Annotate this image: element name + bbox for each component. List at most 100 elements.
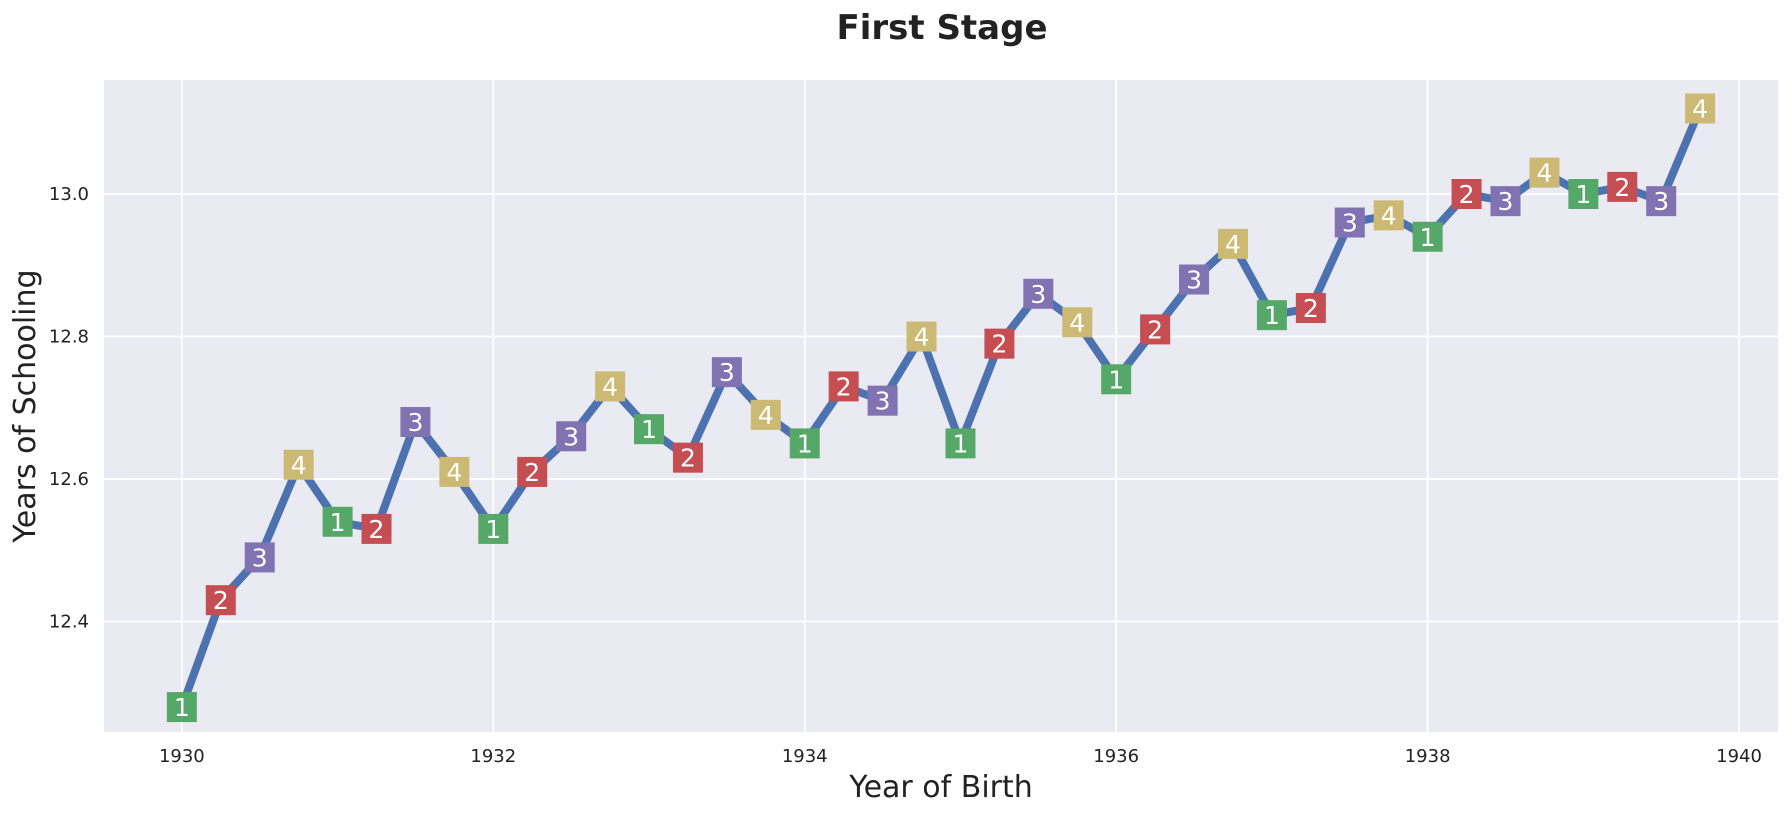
data-point-marker: 1 bbox=[166, 692, 197, 723]
y-tick-label: 12.8 bbox=[49, 327, 89, 348]
marker-box bbox=[283, 449, 314, 480]
data-point-marker: 1 bbox=[789, 428, 820, 459]
marker-box bbox=[750, 399, 781, 430]
marker-box bbox=[789, 428, 820, 459]
marker-label: 2 bbox=[524, 458, 540, 487]
marker-box bbox=[244, 542, 275, 573]
marker-box bbox=[1607, 171, 1638, 202]
marker-label: 2 bbox=[836, 372, 852, 401]
marker-box bbox=[945, 428, 976, 459]
marker-box bbox=[1451, 179, 1482, 210]
marker-box bbox=[595, 371, 626, 402]
marker-label: 3 bbox=[1653, 187, 1669, 216]
data-point-marker: 2 bbox=[1140, 314, 1171, 345]
marker-box bbox=[1256, 300, 1287, 331]
marker-box bbox=[1217, 228, 1248, 259]
data-point-marker: 4 bbox=[1062, 307, 1093, 338]
data-point-marker: 2 bbox=[1607, 171, 1638, 202]
data-line-layer bbox=[178, 106, 1704, 709]
marker-label: 2 bbox=[1614, 173, 1630, 202]
marker-label: 2 bbox=[1459, 180, 1475, 209]
plot-area bbox=[104, 80, 1778, 732]
marker-box bbox=[1373, 200, 1404, 231]
marker-box bbox=[867, 385, 898, 416]
marker-label: 1 bbox=[330, 508, 346, 537]
data-point-marker: 4 bbox=[1529, 157, 1560, 188]
marker-label: 4 bbox=[602, 372, 618, 401]
marker-box bbox=[400, 407, 431, 438]
marker-label: 4 bbox=[1381, 201, 1397, 230]
marker-label: 1 bbox=[1108, 365, 1124, 394]
marker-label: 4 bbox=[914, 323, 930, 352]
marker-box bbox=[166, 692, 197, 723]
data-point-marker: 1 bbox=[1412, 221, 1443, 252]
data-point-marker: 1 bbox=[322, 506, 353, 537]
data-point-marker: 1 bbox=[634, 414, 665, 445]
data-point-marker: 3 bbox=[1490, 186, 1521, 217]
marker-box bbox=[984, 328, 1015, 359]
marker-label: 1 bbox=[174, 693, 190, 722]
marker-label: 3 bbox=[875, 387, 891, 416]
marker-box bbox=[828, 371, 859, 402]
marker-label: 1 bbox=[641, 415, 657, 444]
marker-box bbox=[1568, 179, 1599, 210]
data-point-marker: 1 bbox=[1256, 300, 1287, 331]
x-tick-label: 1930 bbox=[159, 746, 205, 767]
data-point-marker: 4 bbox=[439, 456, 470, 487]
marker-box bbox=[634, 414, 665, 445]
marker-label: 3 bbox=[1498, 187, 1514, 216]
marker-box bbox=[1490, 186, 1521, 217]
marker-box bbox=[205, 585, 236, 616]
data-point-marker: 3 bbox=[1023, 278, 1054, 309]
data-point-marker: 2 bbox=[361, 513, 392, 544]
marker-box bbox=[1295, 293, 1326, 324]
marker-box bbox=[478, 513, 509, 544]
marker-label: 3 bbox=[1030, 280, 1046, 309]
marker-label: 4 bbox=[446, 458, 462, 487]
marker-box bbox=[517, 456, 548, 487]
data-point-marker: 3 bbox=[556, 421, 587, 452]
marker-box bbox=[361, 513, 392, 544]
marker-label: 3 bbox=[252, 543, 268, 572]
marker-box bbox=[906, 321, 937, 352]
y-axis-ticks: 12.4 12.6 12.8 13.0 bbox=[49, 184, 89, 633]
marker-label: 3 bbox=[1342, 209, 1358, 238]
marker-label: 1 bbox=[485, 515, 501, 544]
data-point-marker: 1 bbox=[478, 513, 509, 544]
marker-label: 3 bbox=[1186, 266, 1202, 295]
x-tick-label: 1936 bbox=[1093, 746, 1139, 767]
data-point-marker: 2 bbox=[1451, 179, 1482, 210]
marker-label: 4 bbox=[291, 451, 307, 480]
marker-box bbox=[556, 421, 587, 452]
marker-label: 4 bbox=[1536, 159, 1552, 188]
marker-label: 4 bbox=[1069, 308, 1085, 337]
marker-label: 2 bbox=[991, 330, 1007, 359]
marker-box bbox=[1646, 186, 1677, 217]
marker-label: 3 bbox=[719, 358, 735, 387]
series-line bbox=[178, 106, 1704, 709]
x-axis-ticks: 1930 1932 1934 1936 1938 1940 bbox=[159, 746, 1762, 767]
y-tick-label: 12.4 bbox=[49, 612, 89, 633]
data-point-marker: 3 bbox=[1646, 186, 1677, 217]
x-tick-label: 1934 bbox=[782, 746, 828, 767]
data-point-marker: 1 bbox=[1568, 179, 1599, 210]
marker-label: 2 bbox=[369, 515, 385, 544]
data-point-marker: 3 bbox=[711, 357, 742, 388]
data-point-marker: 3 bbox=[400, 407, 431, 438]
marker-box bbox=[672, 442, 703, 473]
data-point-marker: 4 bbox=[595, 371, 626, 402]
data-point-marker: 2 bbox=[205, 585, 236, 616]
marker-box bbox=[439, 456, 470, 487]
marker-label: 2 bbox=[1303, 294, 1319, 323]
marker-label: 2 bbox=[1147, 315, 1163, 344]
marker-label: 3 bbox=[563, 422, 579, 451]
data-point-marker: 1 bbox=[945, 428, 976, 459]
data-point-marker: 4 bbox=[283, 449, 314, 480]
data-point-marker: 4 bbox=[1217, 228, 1248, 259]
marker-label: 4 bbox=[1692, 95, 1708, 124]
marker-box bbox=[1334, 207, 1365, 238]
data-point-marker: 2 bbox=[984, 328, 1015, 359]
marker-label: 4 bbox=[1225, 230, 1241, 259]
